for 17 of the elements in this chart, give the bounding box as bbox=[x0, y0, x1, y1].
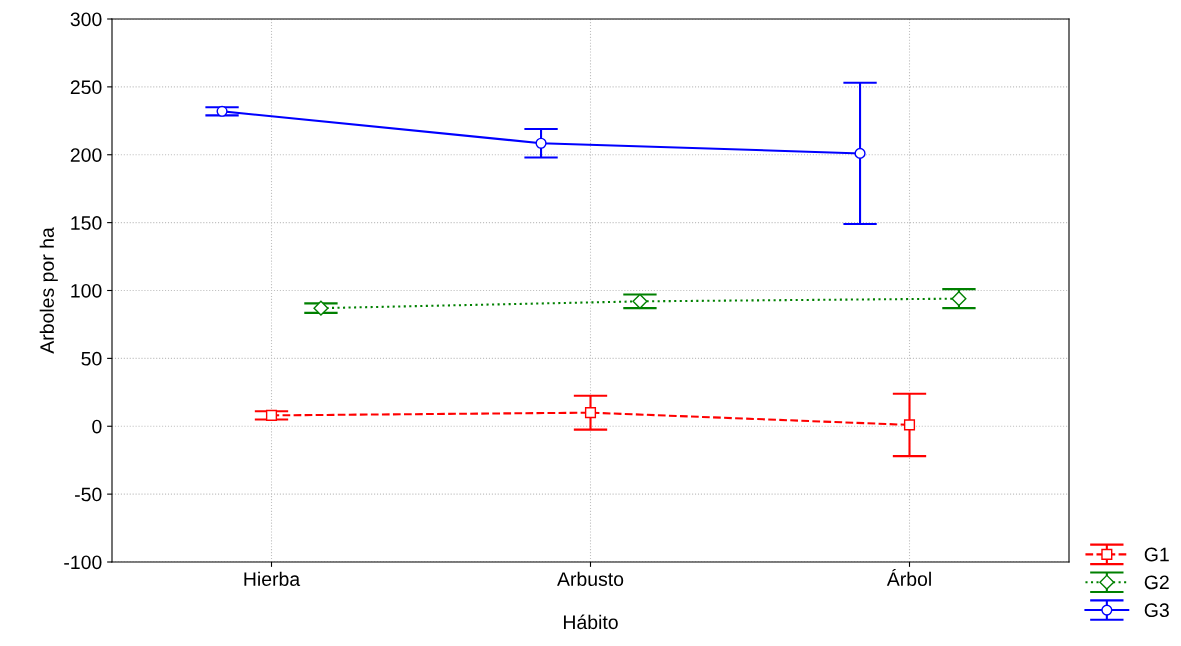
y-tick-label: 100 bbox=[71, 283, 102, 298]
y-tick-label: -50 bbox=[75, 487, 102, 502]
y-axis-title: Arboles por ha bbox=[39, 227, 58, 354]
legend-label: G1 bbox=[1144, 547, 1169, 562]
y-tick-label: 250 bbox=[70, 80, 102, 95]
y-tick-label: 0 bbox=[92, 419, 102, 434]
y-tick-label: 50 bbox=[81, 351, 102, 366]
y-tick-label: 150 bbox=[71, 216, 102, 230]
y-tick-label: 300 bbox=[70, 12, 102, 27]
x-tick-label: Árbol bbox=[886, 568, 931, 586]
x-tick-label: Hierba bbox=[244, 571, 301, 586]
legend-label: G2 bbox=[1144, 575, 1169, 590]
x-tick-label: Arbusto bbox=[557, 571, 624, 586]
y-tick-label: 200 bbox=[70, 148, 102, 162]
legend-label: G3 bbox=[1144, 603, 1169, 618]
y-tick-label: -100 bbox=[64, 555, 102, 570]
x-axis-title: Hábito bbox=[563, 614, 618, 630]
